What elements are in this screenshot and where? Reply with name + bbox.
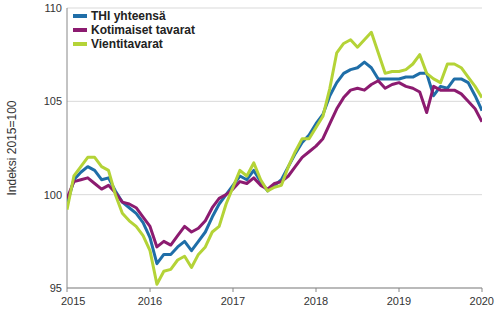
x-tick-label: 2015 [61,295,85,307]
series-line [67,32,482,284]
x-tick [233,288,234,292]
x-tick [150,288,151,292]
x-tick [399,288,400,292]
legend-swatch [73,42,87,46]
x-tick-label: 2018 [304,295,328,307]
grid-line [67,288,482,289]
x-axis [67,288,482,289]
chart: 95 100 105 110 2015 2016 2017 2018 2019 2020 Indek… [0,0,500,330]
legend-label: THI yhteensä [91,9,166,23]
legend-swatch [73,14,87,18]
y-axis [67,8,68,288]
grid-line [67,194,482,195]
x-tick [67,288,68,292]
x-tick [482,288,483,292]
grid-line [67,101,482,102]
y-tick-label: 110 [44,2,62,14]
x-tick-label: 2019 [387,295,411,307]
legend-swatch [73,28,87,32]
series-line [67,62,482,264]
x-tick [316,288,317,292]
x-tick-label: 2016 [138,295,162,307]
y-tick-label: 95 [50,282,62,294]
y-tick-label: 100 [44,189,62,201]
plot-lines [67,32,482,284]
legend-label: Kotimaiset tavarat [91,23,195,37]
x-tick-label: 2017 [221,295,245,307]
y-axis-label: Indeksi 2015=100 [5,100,19,195]
x-tick-label: 2020 [470,295,494,307]
legend-label: Vientitavarat [91,37,163,51]
y-tick-label: 105 [44,95,62,107]
